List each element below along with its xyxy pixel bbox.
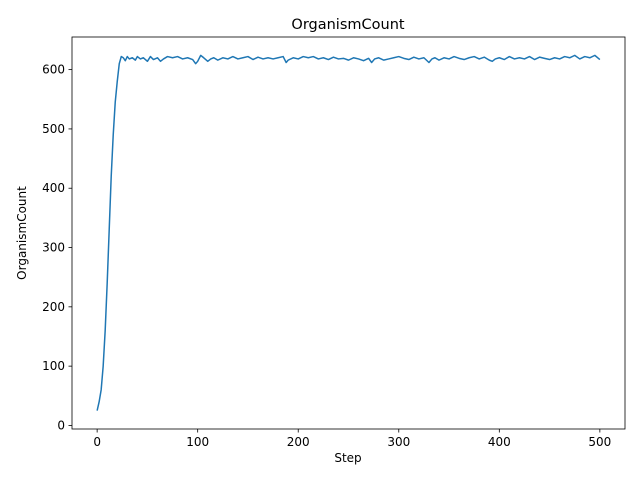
x-tick-label: 300	[387, 435, 410, 449]
y-axis-title: OrganismCount	[15, 186, 29, 280]
y-tick-label: 0	[57, 418, 65, 432]
x-tick-label: 500	[588, 435, 611, 449]
x-tick-label: 200	[287, 435, 310, 449]
x-tick-label: 100	[186, 435, 209, 449]
chart-title: OrganismCount	[291, 17, 404, 33]
x-tick-label: 0	[93, 435, 101, 449]
y-tick-label: 200	[42, 300, 65, 314]
series-layer	[96, 54, 601, 411]
y-tick-label: 400	[42, 181, 65, 195]
y-tick-label: 500	[42, 122, 65, 136]
x-tick-label: 400	[488, 435, 511, 449]
y-tick-label: 300	[42, 241, 65, 255]
organism-count-line	[96, 54, 601, 411]
x-axis-ticks: 0 100 200 300 400 500	[93, 429, 611, 449]
x-axis-title: Step	[334, 451, 361, 465]
plot-frame	[71, 36, 626, 430]
y-axis-ticks: 0 100 200 300 400 500 600	[42, 63, 72, 432]
y-tick-label: 600	[42, 63, 65, 77]
y-tick-label: 100	[42, 359, 65, 373]
